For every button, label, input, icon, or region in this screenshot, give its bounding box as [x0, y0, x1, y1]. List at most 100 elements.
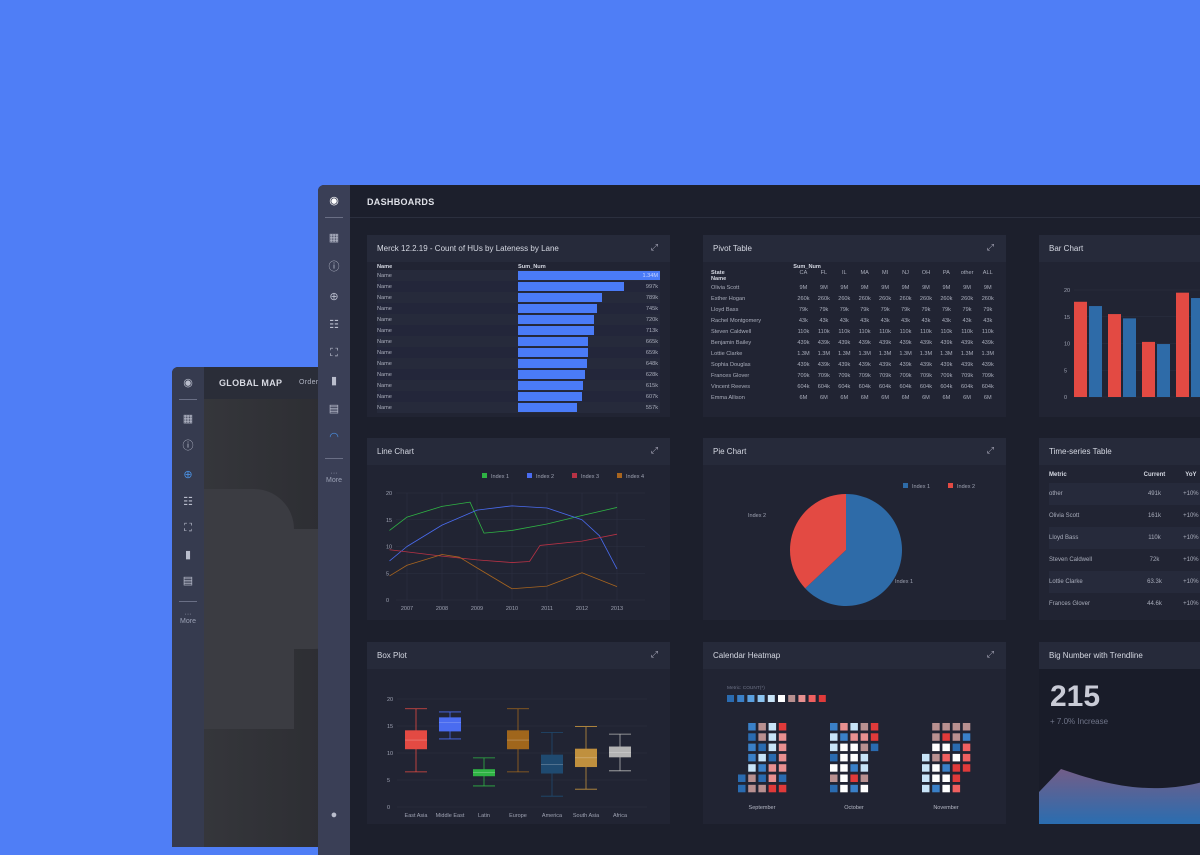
- cell-value: 9M: [922, 284, 930, 291]
- bar-chart-icon[interactable]: ▮: [330, 375, 338, 387]
- logo-eye-icon[interactable]: ◉: [183, 377, 193, 389]
- tick-label: 2008: [436, 606, 448, 612]
- metric-header: Sum_Num: [793, 264, 821, 270]
- expand-icon[interactable]: ⤢: [986, 445, 994, 455]
- news-icon[interactable]: ▤: [182, 575, 194, 587]
- table-header: Name Sum_Num: [377, 264, 660, 270]
- cell-value: 260k: [858, 295, 871, 302]
- cell-value: 63.3k: [1147, 579, 1162, 585]
- table-row[interactable]: Name 607k: [377, 391, 660, 402]
- row-value: 1.34M: [642, 272, 658, 279]
- expand-icon[interactable]: ⤢: [650, 445, 658, 455]
- cell-value: 1.3M: [858, 350, 871, 357]
- table-row[interactable]: Name 628k: [377, 369, 660, 380]
- panel-title: Bar Chart: [1049, 244, 1084, 253]
- bar-chart-icon[interactable]: ▮: [184, 549, 192, 561]
- table-row[interactable]: Name 615k: [377, 380, 660, 391]
- heatmap-cell: [850, 723, 858, 731]
- column-header: CA: [799, 270, 808, 276]
- table-row[interactable]: Name 557k: [377, 402, 660, 413]
- table-row[interactable]: Vincent Reeves 604k 604k 604k 604k 604k 604k 60…: [711, 381, 998, 392]
- table-row[interactable]: Name 713k: [377, 325, 660, 336]
- tab-orders[interactable]: Orders: [299, 379, 323, 386]
- table-row[interactable]: Name 789k: [377, 292, 660, 303]
- heatmap-cell: [860, 784, 869, 793]
- focus-icon[interactable]: ⛶: [330, 347, 338, 359]
- heatmap-cell: [860, 733, 869, 741]
- expand-icon[interactable]: ⤢: [650, 242, 658, 252]
- focus-icon[interactable]: ⛶: [184, 522, 192, 534]
- logo-eye-icon[interactable]: ◉: [329, 195, 339, 207]
- table-row[interactable]: Name 745k: [377, 303, 660, 314]
- column-header: other: [960, 270, 974, 276]
- alert-icon[interactable]: ⓘ: [328, 261, 340, 273]
- month-label: September: [749, 805, 776, 811]
- legend-swatch: [482, 473, 487, 478]
- globe-icon[interactable]: ⊕: [183, 469, 193, 481]
- heatmap-cell: [962, 764, 971, 772]
- box-plot-panel: Box Plot ⤢ 0 5 10 15 20 East Asia Middle East La…: [367, 642, 670, 824]
- expand-icon[interactable]: ⤢: [986, 242, 994, 252]
- cell-value: 6M: [922, 394, 930, 401]
- table-row[interactable]: Emma Allison 6M 6M 6M 6M 6M 6M 6M 6M 6M 6M: [711, 392, 998, 403]
- row-value: 607k: [645, 393, 658, 400]
- table-row[interactable]: Name 997k: [377, 281, 660, 292]
- table-row[interactable]: Name 659k: [377, 347, 660, 358]
- alert-icon[interactable]: ⓘ: [182, 440, 194, 452]
- table-row[interactable]: Name 1.34M: [377, 270, 660, 281]
- row-name: Lloyd Bass: [711, 306, 739, 313]
- table-row[interactable]: Frances Glover 709k 709k 709k 709k 709k 709k 70…: [711, 370, 998, 381]
- table-row[interactable]: Lloyd Bass 79k 79k 79k 79k 79k 79k 79k 79k 79k 79k: [711, 304, 998, 315]
- table-row[interactable]: Esther Hogan 260k 260k 260k 260k 260k 260k 260k…: [711, 293, 998, 304]
- table-row[interactable]: Name 648k: [377, 358, 660, 369]
- cell-value: 6M: [819, 394, 828, 401]
- heatmap-cell: [850, 743, 858, 752]
- more-button[interactable]: ··· More: [326, 470, 342, 484]
- bar-chart-panel: Bar Chart 0 5 10 15 20: [1039, 235, 1200, 417]
- heatmap-cell: [840, 784, 848, 793]
- table-row[interactable]: Name 720k: [377, 314, 660, 325]
- news-icon[interactable]: ▤: [328, 403, 340, 415]
- table-row[interactable]: Lottie Clarke 1.3M 1.3M 1.3M 1.3M 1.3M 1.3M 1.3…: [711, 348, 998, 359]
- heatmap-cell: [942, 784, 950, 793]
- table-row[interactable]: Rachel Montgomery 43k 43k 43k 43k 43k 43k 43k 43…: [711, 315, 998, 326]
- user-icon[interactable]: ●: [330, 809, 338, 821]
- cell-value: 1.3M: [981, 350, 994, 357]
- grid-icon[interactable]: ▦: [328, 232, 340, 244]
- table-row[interactable]: Sophia Douglas 439k 439k 439k 439k 439k 439k 43…: [711, 359, 998, 370]
- heatmap-cell: [850, 753, 858, 762]
- heatmap-cell: [850, 764, 858, 772]
- cell-value: +10%: [1183, 601, 1199, 607]
- list-icon[interactable]: ☷: [329, 319, 339, 331]
- table-row[interactable]: Steven Caldwell 110k 110k 110k 110k 110k 110k 1…: [711, 326, 998, 337]
- gauge-icon[interactable]: ◠: [329, 431, 339, 443]
- grid-icon[interactable]: ▦: [182, 413, 194, 425]
- expand-icon[interactable]: ⤢: [986, 649, 994, 659]
- cell-value: 1.3M: [817, 350, 831, 357]
- cell-value: 1.3M: [940, 350, 953, 357]
- cell-value: 110k: [797, 328, 810, 335]
- list-icon[interactable]: ☷: [183, 496, 193, 508]
- heatmap-cell: [952, 774, 961, 782]
- table-row[interactable]: Benjamin Bailey 439k 439k 439k 439k 439k 439k 4…: [711, 337, 998, 348]
- table-row[interactable]: Name 665k: [377, 336, 660, 347]
- value-bar: [518, 315, 595, 324]
- globe-icon[interactable]: ⊕: [329, 291, 339, 303]
- more-button[interactable]: ··· More: [180, 611, 196, 625]
- cell-value: 709k: [797, 372, 810, 379]
- panel-title: Pivot Table: [713, 244, 752, 253]
- heatmap-cell: [870, 723, 879, 731]
- cell-value: Frances Glover: [1049, 601, 1091, 607]
- expand-icon[interactable]: ⤢: [650, 649, 658, 659]
- calendar-heatmap-panel: Calendar Heatmap ⤢ Metric: COUNT(*) Septem…: [703, 642, 1006, 824]
- table-row[interactable]: Olivia Scott 9M 9M 9M 9M 9M 9M 9M 9M 9M 9M: [711, 282, 998, 293]
- cell-value: 604k: [919, 383, 933, 390]
- box: [473, 769, 495, 777]
- tick-label: 0: [1064, 395, 1067, 401]
